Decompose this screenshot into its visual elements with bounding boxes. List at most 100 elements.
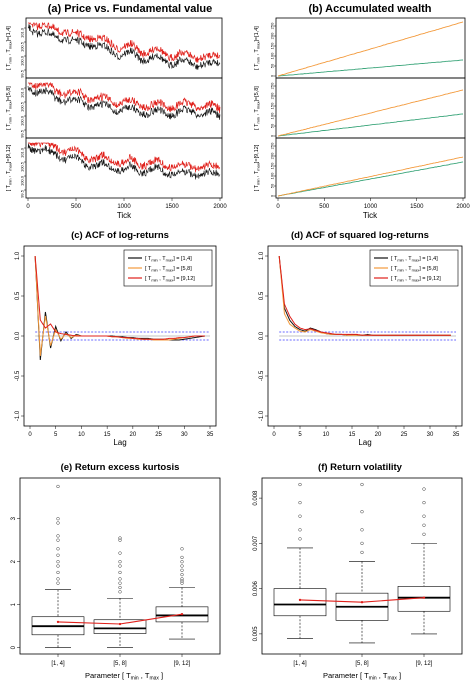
e-box-3-outlier — [180, 568, 184, 572]
panel-a-ytick-label: 100.5 — [20, 101, 25, 112]
f-xtick-label: [5, 8] — [355, 661, 369, 667]
f-mean-point — [298, 598, 302, 602]
f-box-3-outlier — [422, 487, 426, 491]
panel-b-ytick-label: 250 — [270, 82, 275, 89]
panel-d-legend-label-1: [ Tmin , Tmax] = [1,4] — [391, 256, 438, 263]
panel-a-xtick-label: 1000 — [117, 204, 131, 210]
panel-e-title: (e) Return excess kurtosis — [61, 462, 180, 473]
panel-f: (f) Return volatility 0.0050.0060.0070.0… — [253, 462, 463, 682]
panel-a-xticks: 0 500 1000 1500 2000 — [26, 198, 227, 210]
e-xtick-label: [1, 4] — [51, 661, 65, 667]
panel-a-ytick-label: 101.0 — [20, 27, 25, 38]
panel-b-ytick-label: 0 — [270, 74, 275, 77]
panel-b-xtick-label: 500 — [319, 204, 330, 210]
panel-b-frame-1 — [275, 17, 466, 79]
d-ytick-label: -1.0 — [259, 410, 265, 421]
panel-f-yticks: 0.005 0.006 0.007 0.008 — [253, 490, 262, 641]
e-ytick-label: 3 — [11, 516, 17, 520]
e-xtick-label: [5, 8] — [113, 661, 127, 667]
d-series-red — [278, 255, 451, 336]
panel-b-xtick-label: 0 — [276, 204, 280, 210]
panel-b-row-label-1: [ Tmin , Tmax]=[1,4] — [254, 26, 261, 70]
panel-b-yticks: 0 50 100 150 200 250 0 50 100 150 200 250 0 50 100 150 2… — [270, 22, 276, 197]
e-box-2-outlier — [118, 590, 122, 594]
panel-c-xlabel: Lag — [113, 438, 126, 447]
f-mean-point — [360, 601, 364, 604]
c-ytick-label: 1.0 — [15, 251, 21, 260]
panel-b-ytick-label: 0 — [270, 134, 275, 137]
e-box-1-outlier — [56, 521, 60, 525]
d-ytick-label: 1.0 — [259, 251, 265, 260]
panel-b-ytick-label: 200 — [270, 152, 275, 159]
e-box-2-outlier — [118, 577, 122, 581]
e-box-1-outlier — [56, 570, 60, 575]
panel-d-xticks: 0 5 10 15 20 25 30 35 — [272, 426, 460, 438]
panel-a-xlabel: Tick — [117, 211, 132, 220]
panel-a-ytick-label: 100.5 — [20, 161, 25, 172]
e-box-2-outlier — [118, 570, 122, 575]
panel-d-legend-label-3: [ Tmin , Tmax] = [9,12] — [391, 276, 441, 283]
f-box-1-body — [273, 588, 327, 617]
e-ytick-label: 1 — [11, 602, 17, 606]
panel-b-ytick-label: 250 — [270, 142, 275, 149]
e-box-2-outlier — [118, 585, 122, 590]
panel-a-row-label-2: [ Tmin , Tmax]=[5,8] — [6, 86, 13, 130]
f-box-1-outlier — [298, 514, 302, 518]
panel-b-teal-line-2 — [277, 113, 464, 137]
e-box-3-outlier — [180, 581, 184, 585]
panel-c-legend-label-2: [ Tmin , Tmax] = [5,8] — [145, 266, 192, 273]
d-xtick-label: 15 — [349, 432, 356, 438]
c-xtick-label: 10 — [78, 432, 85, 438]
panel-a-row-labels: [ Tmin , Tmax]=[1,4] [ Tmin , Tmax]=[5,8… — [6, 26, 13, 192]
e-box-2-outlier — [118, 538, 122, 542]
e-box-1-outlier — [56, 484, 60, 489]
panel-e-xticks: [1, 4] [5, 8] [9, 12] — [51, 654, 191, 667]
f-box-1-outlier — [298, 537, 302, 541]
f-ytick-label: 0.007 — [253, 535, 259, 551]
panel-b-ytick-label: 200 — [270, 32, 275, 39]
panel-b-row-labels: [ Tmin , Tmax]=[1,4] [ Tmin , Tmax]=[5,8… — [254, 26, 261, 192]
panel-a-row-label-3: [ Tmin , Tmax]=[9,12] — [6, 144, 13, 191]
f-box-2-outlier — [360, 482, 364, 487]
f-box-1-outlier — [298, 528, 302, 532]
panel-d-legend-label-2: [ Tmin , Tmax] = [5,8] — [391, 266, 438, 273]
f-ytick-label: 0.005 — [253, 626, 259, 642]
panel-b-xlabel: Tick — [363, 211, 378, 220]
panel-c-plot — [34, 255, 210, 361]
e-box-1-outlier — [56, 577, 60, 581]
e-box-2-outlier — [118, 551, 122, 555]
panel-a-price-line-3 — [28, 141, 221, 173]
panel-b-ytick-label: 100 — [270, 52, 275, 59]
f-box-3-outlier — [422, 514, 426, 518]
d-xtick-label: 35 — [453, 432, 460, 438]
panel-f-title: (f) Return volatility — [318, 462, 403, 473]
panel-a-xtick-label: 1500 — [165, 204, 179, 210]
e-box-3-outlier — [180, 560, 184, 564]
e-box-1-outlier — [56, 581, 60, 585]
e-mean-point — [56, 620, 60, 624]
panel-b-title: (b) Accumulated wealth — [308, 3, 431, 15]
panel-b-orange-line-1 — [277, 21, 464, 77]
d-xtick-label: 30 — [427, 432, 434, 438]
c-series-red — [34, 255, 205, 340]
panel-b-teal-line-3 — [277, 161, 464, 197]
panel-b-frame-3 — [275, 137, 466, 199]
e-mean-point — [180, 612, 184, 616]
panel-b-row-label-2: [ Tmin , Tmax]=[5,8] — [254, 86, 261, 130]
c-ytick-label: -1.0 — [15, 410, 21, 421]
e-box-3-outlier — [180, 579, 184, 583]
panel-a-row-label-1: [ Tmin , Tmax]=[1,4] — [6, 26, 13, 70]
panel-b-ytick-label: 50 — [270, 123, 275, 128]
d-xtick-label: 20 — [375, 432, 382, 438]
panel-a-yticks: 101.0 100.5 100.0 99.5 101.0 100.5 100.0 99.5 10… — [20, 27, 26, 198]
d-xtick-label: 5 — [298, 432, 302, 438]
c-xtick-label: 20 — [130, 432, 137, 438]
panel-b-ytick-label: 150 — [270, 162, 275, 169]
panel-a-title: (a) Price vs. Fundamental value — [48, 3, 212, 15]
panel-c-legend-label-1: [ Tmin , Tmax] = [1,4] — [145, 256, 192, 263]
f-box-3-outlier — [422, 532, 426, 536]
panel-a-ytick-label: 100.0 — [20, 55, 25, 66]
f-ytick-label: 0.008 — [253, 490, 259, 506]
d-ytick-label: 0.0 — [259, 331, 265, 340]
c-ytick-label: 0.5 — [15, 291, 21, 300]
